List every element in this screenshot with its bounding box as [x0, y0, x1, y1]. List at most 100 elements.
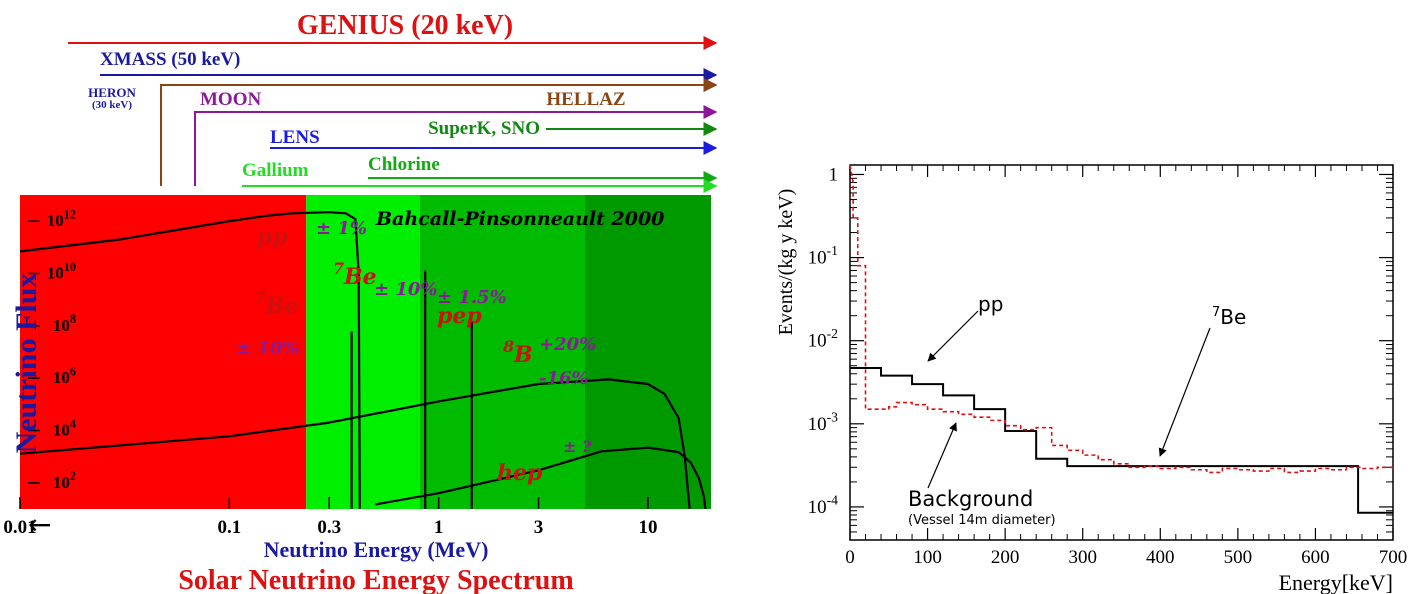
y-tick-label-1e12-base: 10 [47, 211, 64, 230]
x-tick-label-3: 3 [534, 517, 544, 538]
source-label-11: -16% [539, 368, 589, 389]
threshold-superk-sno-label: SuperK, SNO [428, 118, 540, 139]
threshold-hellaz-label: HELLAZ [546, 89, 625, 110]
ry-tick-label-0.01-exp: -2 [827, 326, 839, 341]
y-tick-label-1e8: 108 [53, 312, 76, 335]
be7-annotation-symbol: Be [1220, 305, 1246, 329]
x-tick-label-0.3: 0.3 [317, 517, 341, 538]
source-label-13: ± ? [563, 437, 592, 456]
ry-tick-label-0.001-exp: -3 [827, 409, 839, 424]
threshold-genius-20-kev-label: GENIUS (20 keV) [297, 10, 513, 41]
event-rate-chart: 0 100 200 300 400 500 600 700110-110-210-310-4 … [775, 164, 1407, 594]
source-label-3-symbol: Be [265, 293, 299, 319]
detector-threshold-arrows: GENIUS (20 keV) XMASS (50 keV) HERON(30 ke… [68, 10, 718, 193]
x-tick-label-0.1: 0.1 [217, 517, 241, 538]
rx-tick-label-400: 400 [1146, 547, 1175, 568]
y-tick-label-1e4-exp: 4 [70, 417, 76, 431]
rx-tick-label-700: 700 [1379, 547, 1408, 568]
y-tick-label-1e4: 104 [53, 417, 76, 440]
neutrino-flux-curves [19, 211, 707, 510]
y-tick-label-1e2: 102 [53, 469, 76, 492]
y-tick-label-1e10-base: 10 [47, 264, 64, 283]
y-tick-label-1e10: 1010 [47, 260, 76, 283]
be7-annotation-mass: 7 [1212, 305, 1220, 320]
source-label-3: 7Be [255, 288, 299, 319]
ry-tick-label-1-base: 1 [829, 164, 839, 185]
be7-annotation-arrow [1158, 327, 1211, 457]
y-tick-label-1e6: 106 [53, 365, 76, 388]
low-energy-arrow: ← [28, 508, 51, 541]
source-label-9-symbol: B [513, 342, 533, 368]
energy-region-4 [584, 195, 711, 509]
x-tick-label-10: 10 [638, 517, 657, 538]
threshold-lens-label: LENS [270, 127, 320, 148]
rx-tick-label-600: 600 [1301, 547, 1330, 568]
threshold-chlorine-label: Chlorine [368, 154, 440, 175]
source-label-3-mass: 7 [255, 288, 266, 307]
ry-tick-label-0.1-exp: -1 [827, 243, 839, 258]
source-label-5: ± 10% [236, 338, 300, 359]
pp-annotation-arrow [927, 310, 979, 362]
threshold-moon-label: MOON [200, 89, 261, 110]
energy-region-1 [20, 195, 307, 509]
y-tick-label-1e10-exp: 10 [64, 260, 76, 274]
threshold-gallium-label: Gallium [242, 160, 309, 181]
ry-tick-label-0.001: 10-3 [808, 409, 839, 435]
source-label-9-mass: 8 [503, 337, 514, 356]
ry-tick-label-1: 1 [829, 164, 839, 185]
energy-region-2 [306, 195, 420, 509]
source-label-4-mass: 7 [333, 259, 344, 278]
be7-annotation: 7Be [1212, 305, 1246, 329]
ry-tick-label-0.1-base: 10 [808, 248, 827, 269]
y-tick-label-1e12-exp: 12 [64, 208, 76, 222]
source-label-7: ± 1.5% [437, 287, 507, 308]
source-label-2: ± 1% [316, 218, 367, 239]
source-label-1: pp [257, 224, 288, 250]
y-tick-label-1e12: 1012 [47, 208, 76, 231]
ry-tick-label-0.01-base: 10 [808, 331, 827, 352]
energy-region-3 [419, 195, 585, 509]
flux-curve-pp-1 [19, 211, 361, 510]
y-tick-label-1e8-exp: 8 [70, 312, 76, 326]
right-x-axis-label: Energy[keV] [1279, 570, 1393, 594]
source-label-12: hep [497, 460, 543, 486]
threshold-hellaz-arrow [160, 78, 718, 186]
y-axis-label: Neutrino Flux [10, 273, 43, 454]
x-axis-label: Neutrino Energy (MeV) [264, 537, 489, 562]
y-tick-label-1e4-base: 10 [53, 421, 70, 440]
histogram-annotations: pp 7Be Background (Vessel 14m diameter) [908, 292, 1246, 528]
plot-frame [849, 164, 1394, 541]
ry-tick-label-0.0001-exp: -4 [827, 492, 839, 507]
y-tick-label-1e6-exp: 6 [70, 365, 76, 379]
y-tick-label-1e6-base: 10 [53, 368, 70, 387]
threshold-heron-sublabel: (30 keV) [92, 99, 132, 111]
x-tick-label-0.01: 0.01 [3, 517, 36, 538]
source-label-6: ± 10% [374, 279, 438, 300]
threshold-heron-label: HERON [88, 85, 136, 100]
ry-tick-label-0.0001-base: 10 [808, 497, 827, 518]
ry-tick-label-0.0001: 10-4 [808, 492, 839, 518]
flux-curve-hep-3 [375, 446, 707, 510]
solar-spectrum-chart: GENIUS (20 keV) XMASS (50 keV) HERON(30 ke… [3, 10, 718, 594]
source-label-10: +20% [539, 334, 596, 355]
x-tick-label-1: 1 [434, 517, 444, 538]
pp-annotation: pp [978, 292, 1003, 316]
y-tick-label-1e2-base: 10 [53, 473, 70, 492]
vessel-annotation: (Vessel 14m diameter) [908, 513, 1056, 528]
rx-tick-label-100: 100 [913, 547, 942, 568]
background-annotation: Background [908, 487, 1033, 511]
ry-tick-label-0.001-base: 10 [808, 414, 827, 435]
energy-region-bands [20, 195, 711, 509]
right-y-axis-label: Events/(kg y keV) [775, 189, 797, 336]
source-label-9: 8B [503, 337, 533, 368]
rx-tick-label-300: 300 [1068, 547, 1097, 568]
histogram-background-line [849, 164, 1393, 474]
rx-tick-label-500: 500 [1224, 547, 1253, 568]
rx-tick-label-0: 0 [845, 547, 855, 568]
source-label-4: 7Be [333, 259, 377, 290]
y-tick-label-1e8-base: 10 [53, 316, 70, 335]
threshold-moon-arrow [194, 105, 718, 186]
